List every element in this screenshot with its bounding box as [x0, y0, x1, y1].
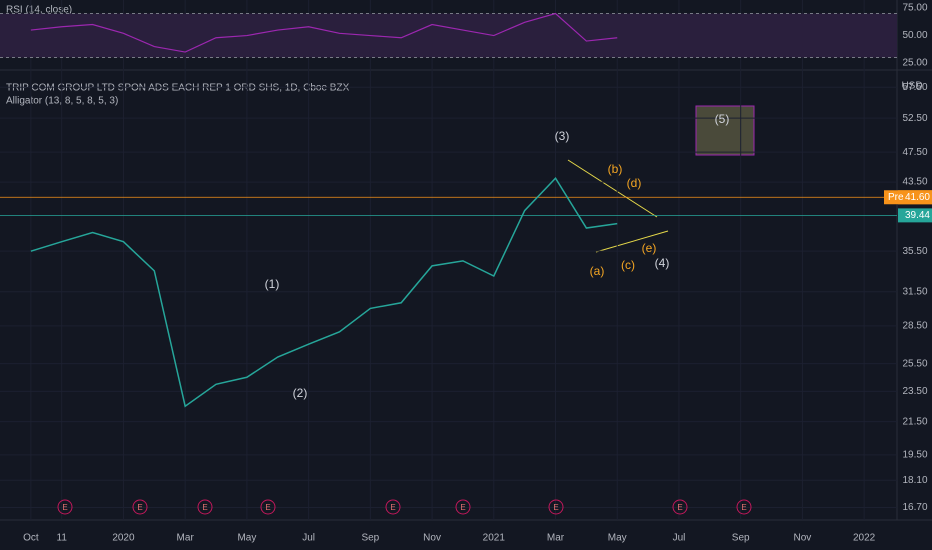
rsi-tick-label: 25.00: [902, 58, 927, 69]
earnings-label: E: [677, 503, 682, 512]
x-tick-label: Sep: [732, 533, 750, 544]
chart-title: TRIP COM GROUP LTD SPON ADS EACH REP 1 O…: [6, 83, 350, 94]
y-tick-label: 19.50: [902, 449, 927, 460]
y-tick-label: 25.50: [902, 358, 927, 369]
rsi-line: [30, 12, 618, 53]
y-tick-label: 47.50: [902, 147, 927, 158]
earnings-label: E: [390, 503, 395, 512]
x-tick-label: 2022: [853, 533, 876, 544]
price-line: [30, 176, 618, 408]
earnings-marker: [260, 499, 276, 515]
y-tick-label: 43.50: [902, 177, 927, 188]
price-tag-label: Pre: [888, 192, 904, 203]
x-tick-label: May: [237, 533, 256, 544]
wave-label: (3): [555, 129, 570, 143]
wave-label: (a): [590, 264, 605, 278]
y-tick-label: 23.50: [902, 386, 927, 397]
x-tick-label: Sep: [361, 533, 379, 544]
wave-label: (c): [621, 258, 635, 272]
wave-label: (e): [642, 241, 657, 255]
x-tick-label: Jul: [673, 533, 686, 544]
y-tick-label: 18.10: [902, 475, 927, 486]
x-tick-label: 2020: [112, 533, 135, 544]
y-tick-label: 57.50: [902, 82, 927, 93]
x-tick-label: Mar: [547, 533, 565, 544]
trend-line: [595, 230, 669, 253]
y-tick-label: 52.50: [902, 113, 927, 124]
trend-line: [567, 159, 658, 218]
earnings-label: E: [741, 503, 746, 512]
y-tick-label: 28.50: [902, 320, 927, 331]
y-tick-label: 16.70: [902, 502, 927, 513]
wave-label: (5): [715, 112, 730, 126]
wave-label: (2): [293, 386, 308, 400]
earnings-marker: [672, 499, 688, 515]
earnings-label: E: [265, 503, 270, 512]
rsi-band: [0, 13, 897, 58]
rsi-tick-label: 75.00: [902, 3, 927, 14]
wave-label: (4): [655, 256, 670, 270]
y-tick-label: 35.50: [902, 246, 927, 257]
x-tick-label: Mar: [177, 533, 195, 544]
earnings-marker: [736, 499, 752, 515]
wave-label: (d): [627, 176, 642, 190]
earnings-label: E: [137, 503, 142, 512]
currency: USD: [901, 81, 922, 92]
earnings-marker: [132, 499, 148, 515]
rsi-title: RSI (14, close): [6, 5, 72, 16]
rsi-tick-label: 50.00: [902, 30, 927, 41]
earnings-label: E: [202, 503, 207, 512]
target-box: [695, 105, 755, 156]
earnings-marker: [455, 499, 471, 515]
x-tick-label: Nov: [794, 533, 812, 544]
earnings-marker: [385, 499, 401, 515]
price-tag: [898, 208, 932, 223]
x-tick-label: Nov: [423, 533, 441, 544]
wave-label: (1): [265, 277, 280, 291]
x-tick-label: May: [608, 533, 627, 544]
x-tick-label: Jul: [302, 533, 315, 544]
price-tag-value: 39.44: [905, 210, 930, 221]
wave-label: (b): [608, 162, 623, 176]
y-tick-label: 21.50: [902, 416, 927, 427]
earnings-marker: [57, 499, 73, 515]
price-tag-value: 41.60: [905, 192, 930, 203]
price-tag: [884, 190, 932, 205]
earnings-marker: [197, 499, 213, 515]
earnings-label: E: [553, 503, 558, 512]
x-tick-label: 2021: [483, 533, 506, 544]
x-tick-label: Oct: [23, 533, 39, 544]
y-tick-label: 31.50: [902, 286, 927, 297]
x-tick-label: 11: [57, 533, 68, 544]
earnings-marker: [548, 499, 564, 515]
earnings-label: E: [460, 503, 465, 512]
earnings-label: E: [62, 503, 67, 512]
